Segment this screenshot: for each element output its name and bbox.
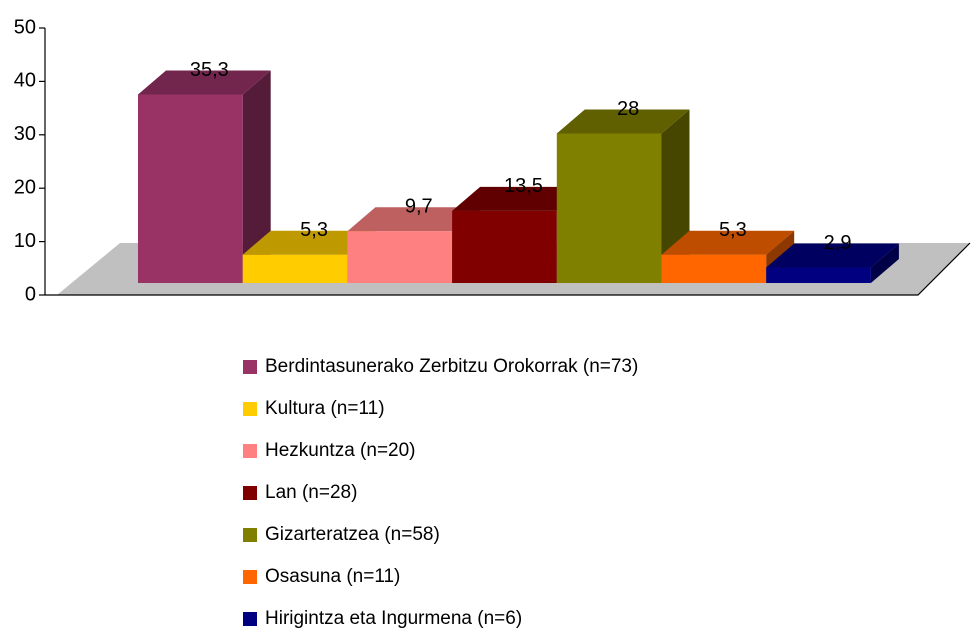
legend-label: Osasuna (n=11) — [265, 566, 400, 587]
bar — [766, 267, 871, 283]
bar — [661, 254, 767, 283]
legend-swatch — [243, 360, 257, 374]
bar-side — [870, 243, 899, 283]
y-tick-label: 0 — [25, 283, 36, 305]
legend-label: Hezkuntza (n=20) — [265, 440, 416, 461]
bar-side — [242, 70, 271, 283]
y-tick-label: 20 — [14, 176, 36, 198]
bar-top — [347, 207, 481, 232]
bar — [556, 133, 662, 283]
legend-label: Hirigintza eta Ingurmena (n=6) — [265, 608, 522, 629]
bar-top — [661, 230, 795, 255]
value-label: 28 — [617, 98, 639, 120]
legend-swatch — [243, 444, 257, 458]
bar-top — [138, 70, 271, 95]
legend-label: Kultura (n=11) — [265, 398, 385, 419]
y-tick-label: 40 — [14, 70, 36, 92]
y-tick-label: 50 — [14, 16, 36, 38]
value-label: 5,3 — [300, 219, 328, 241]
bar-top — [242, 230, 376, 255]
value-label: 2,9 — [824, 232, 852, 254]
bar-top — [556, 109, 690, 134]
value-label: 5,3 — [719, 219, 747, 241]
legend-swatch — [243, 612, 257, 626]
legend-swatch — [243, 402, 257, 416]
bar — [242, 254, 348, 283]
legend-label: Lan (n=28) — [265, 482, 357, 503]
value-label: 13,5 — [504, 175, 543, 197]
legend-swatch — [243, 570, 257, 584]
bar-top — [452, 186, 585, 211]
legend-label: Gizarteratzea (n=58) — [265, 524, 440, 545]
y-tick-label: 30 — [14, 123, 36, 145]
legend-swatch — [243, 528, 257, 542]
value-label: 9,7 — [405, 195, 433, 217]
y-tick-label: 10 — [14, 230, 36, 252]
value-label: 35,3 — [190, 59, 229, 81]
bar-top — [766, 243, 899, 268]
bar — [347, 231, 453, 283]
bar — [138, 94, 243, 283]
bar — [452, 210, 557, 283]
floor-edge — [45, 242, 971, 296]
legend-swatch — [243, 486, 257, 500]
legend-label: Berdintasunerako Zerbitzu Orokorrak (n=7… — [265, 356, 638, 377]
